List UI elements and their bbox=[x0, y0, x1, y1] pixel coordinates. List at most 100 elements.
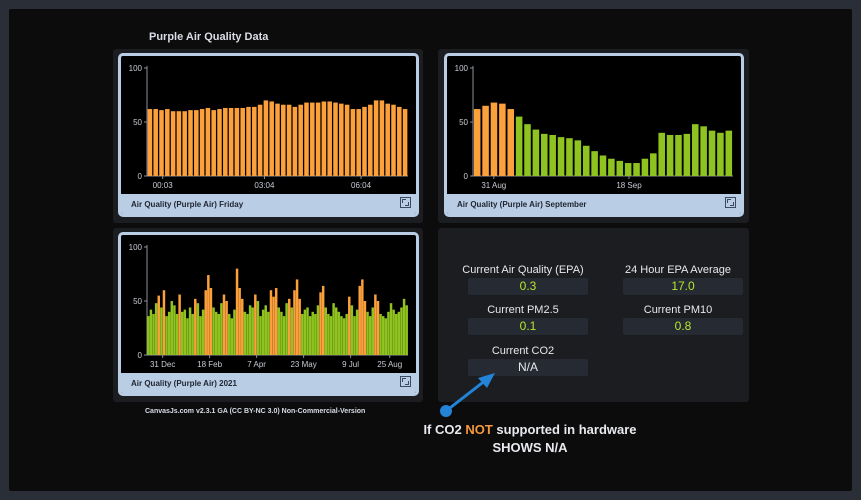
bar bbox=[165, 316, 168, 355]
current-epa-label: Current Air Quality (EPA) bbox=[462, 264, 584, 276]
bar bbox=[353, 316, 356, 355]
pm10-label: Current PM10 bbox=[643, 304, 713, 316]
y-tick-label: 50 bbox=[459, 118, 468, 127]
expand-icon[interactable] bbox=[400, 376, 411, 387]
co2-value: N/A bbox=[468, 359, 588, 376]
bar bbox=[344, 104, 350, 176]
bar bbox=[214, 311, 218, 355]
bar bbox=[286, 104, 292, 176]
bar bbox=[233, 309, 236, 355]
bar bbox=[332, 303, 335, 355]
bar bbox=[368, 104, 373, 176]
bar bbox=[650, 153, 657, 176]
dashboard-frame: Purple Air Quality Data 0 50 100 00:03 03:04… bbox=[9, 9, 852, 491]
bar bbox=[381, 316, 385, 355]
x-tick-label: 18 Sep bbox=[616, 181, 642, 190]
chart-caption-bar: Air Quality (Purple Air) Friday bbox=[121, 194, 416, 214]
bar bbox=[248, 305, 252, 355]
bar bbox=[658, 132, 665, 176]
bar bbox=[170, 111, 176, 176]
bar bbox=[204, 290, 207, 355]
panel-september: 0 50 100 31 Aug 18 Sep Air Quality (Purple A… bbox=[438, 49, 749, 223]
bar bbox=[212, 307, 215, 355]
bar bbox=[159, 110, 164, 176]
bar bbox=[387, 311, 390, 355]
bar bbox=[334, 307, 338, 355]
bar bbox=[191, 313, 194, 355]
bar bbox=[167, 311, 171, 355]
x-tick-label: 03:04 bbox=[254, 181, 275, 190]
bar bbox=[358, 285, 361, 355]
bar bbox=[178, 294, 181, 355]
bar bbox=[194, 110, 199, 176]
bar bbox=[182, 111, 187, 176]
bar bbox=[274, 288, 278, 355]
bar bbox=[379, 313, 382, 355]
expand-icon[interactable] bbox=[400, 197, 411, 208]
bar bbox=[599, 155, 607, 176]
bar bbox=[230, 318, 234, 355]
bar bbox=[259, 316, 262, 355]
bar bbox=[541, 133, 548, 176]
bar bbox=[211, 110, 216, 176]
x-tick-label: 00:03 bbox=[153, 181, 174, 190]
y-tick-label: 0 bbox=[464, 172, 469, 181]
bar bbox=[175, 313, 179, 355]
current-epa-value: 0.3 bbox=[468, 278, 588, 295]
bar bbox=[385, 103, 390, 176]
bar bbox=[675, 134, 682, 176]
bar bbox=[366, 311, 369, 355]
bar bbox=[256, 301, 260, 355]
bar bbox=[280, 311, 283, 355]
x-tick-label: 25 Aug bbox=[377, 360, 402, 369]
note-line1: If CO2 NOT supported in hardware bbox=[423, 422, 637, 437]
bar bbox=[374, 294, 377, 355]
chart-caption-bar: Air Quality (Purple Air) September bbox=[447, 194, 741, 214]
pm25-value: 0.1 bbox=[468, 318, 588, 335]
bar bbox=[725, 130, 733, 176]
bar bbox=[308, 316, 312, 355]
credit-text: CanvasJs.com v2.3.1 GA (CC BY-NC 3.0) No… bbox=[145, 408, 366, 415]
bar bbox=[356, 109, 361, 176]
note-line2: SHOWS N/A bbox=[492, 440, 568, 455]
bar bbox=[194, 298, 197, 355]
chart-card-september: 0 50 100 31 Aug 18 Sep Air Quality (Purple A… bbox=[444, 53, 744, 217]
bar bbox=[257, 104, 263, 176]
bar bbox=[199, 109, 205, 176]
bar bbox=[362, 106, 367, 176]
chart-caption: Air Quality (Purple Air) Friday bbox=[131, 200, 244, 209]
year-chart: 0 50 100 31 Dec 18 Feb 7 Apr 23 May 9 Jul 25 Aug bbox=[129, 243, 408, 369]
y-tick-label: 50 bbox=[133, 118, 142, 127]
bar bbox=[186, 318, 189, 355]
page-title: Purple Air Quality Data bbox=[149, 31, 269, 43]
bar bbox=[566, 138, 573, 176]
note-highlight: NOT bbox=[465, 422, 493, 437]
y-tick-label: 0 bbox=[138, 351, 143, 360]
bar bbox=[363, 301, 367, 355]
bar bbox=[340, 316, 343, 355]
bar bbox=[183, 309, 187, 355]
x-tick-label: 23 May bbox=[290, 360, 316, 369]
bar bbox=[400, 307, 403, 355]
bar bbox=[321, 101, 327, 176]
panel-stats: Current Air Quality (EPA) 0.3 24 Hour EP… bbox=[438, 228, 749, 402]
bar bbox=[574, 140, 582, 176]
panel-friday: 0 50 100 00:03 03:04 06:04 Air Quality (Purpl… bbox=[113, 49, 423, 223]
bar bbox=[269, 101, 274, 176]
x-tick-label: 18 Feb bbox=[197, 360, 222, 369]
bar bbox=[405, 305, 408, 355]
bar bbox=[225, 301, 228, 355]
chart-card-2021: 0 50 100 31 Dec 18 Feb 7 Apr 23 May 9 Jul 25 Aug… bbox=[118, 232, 419, 396]
bar bbox=[157, 295, 160, 355]
bar bbox=[549, 134, 556, 176]
bar bbox=[361, 279, 364, 355]
avg-epa-value: 17.0 bbox=[623, 278, 743, 295]
bar bbox=[311, 311, 314, 355]
expand-icon[interactable] bbox=[725, 197, 736, 208]
bar bbox=[220, 303, 223, 355]
bar bbox=[285, 303, 288, 355]
bar bbox=[557, 137, 565, 176]
bar bbox=[373, 100, 379, 176]
bar bbox=[170, 301, 174, 355]
bar bbox=[591, 151, 598, 176]
